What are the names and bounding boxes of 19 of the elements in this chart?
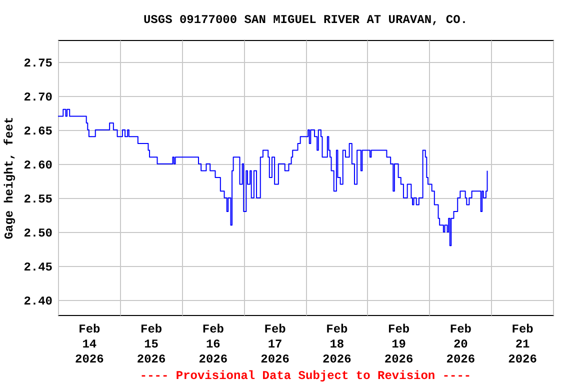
x-tick-label: Feb 14 2026 [75,322,104,366]
y-tick-label: 2.50 [24,226,52,240]
x-tick-label: Feb 20 2026 [446,322,476,366]
x-tick-label: Feb 15 2026 [136,322,166,366]
y-tick-label: 2.70 [24,90,52,104]
x-tick-label: Feb 19 2026 [384,322,414,366]
y-tick-label: 2.45 [24,260,52,274]
y-tick-label: 2.55 [24,192,52,206]
chart-title: USGS 09177000 SAN MIGUEL RIVER AT URAVAN, CO. [143,13,468,27]
y-tick-label: 2.40 [24,294,52,309]
y-tick-label: 2.65 [24,124,52,138]
x-tick-label: Feb 16 2026 [198,322,228,366]
y-tick-label: 2.75 [24,56,52,70]
text: ---- Provisional Data Subject to Revision ---- [140,369,472,383]
x-tick-label: Feb 21 2026 [508,322,537,366]
y-tick-label: 2.60 [24,158,52,172]
x-tick-label: Feb 18 2026 [322,322,352,366]
x-tick-label: Feb 17 2026 [260,322,290,366]
y-axis-title: Gage height, feet [2,116,17,240]
